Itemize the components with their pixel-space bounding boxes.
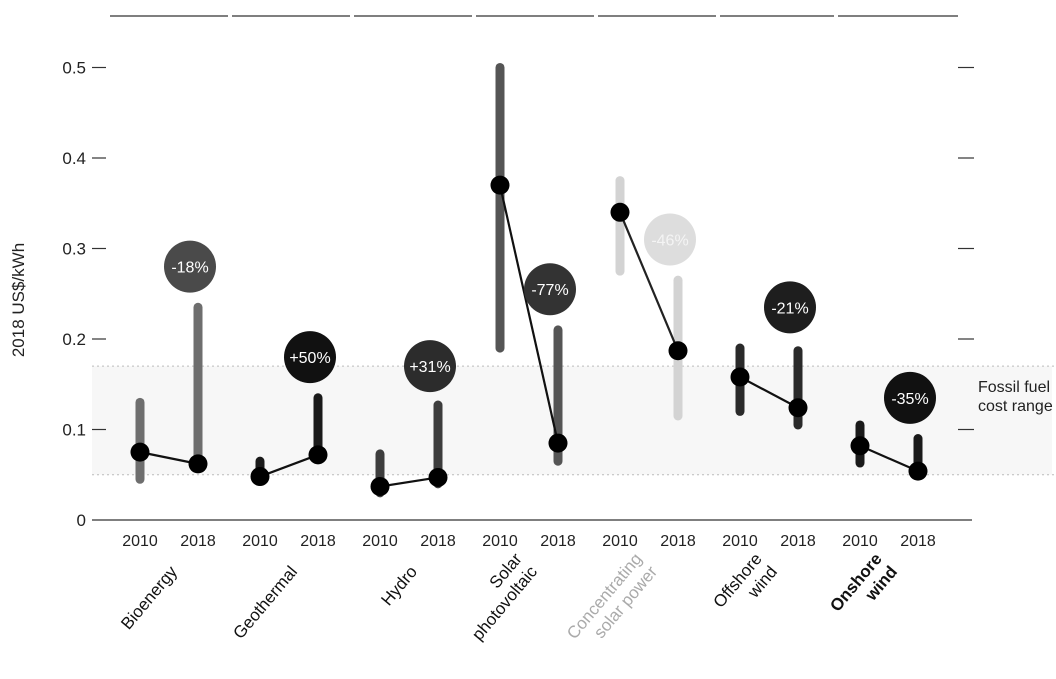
y-tick-label: 0 bbox=[77, 511, 86, 530]
year-label: 2018 bbox=[180, 533, 216, 550]
average-points bbox=[130, 175, 928, 497]
cost-range-bar bbox=[313, 393, 323, 457]
change-badge bbox=[524, 263, 576, 316]
change-badge-label: -77% bbox=[531, 282, 568, 299]
average-change-line bbox=[859, 444, 919, 473]
average-point bbox=[250, 467, 270, 487]
change-badge-label: -46% bbox=[651, 232, 688, 249]
fossil-fuel-label: Fossil fuel cost range bbox=[978, 379, 1053, 415]
change-badge-label: -21% bbox=[771, 300, 808, 317]
y-axis-label: 2018 US$/kWh bbox=[9, 243, 28, 357]
average-change-lines bbox=[139, 184, 919, 488]
year-label: 2010 bbox=[722, 533, 758, 550]
year-label: 2010 bbox=[362, 533, 398, 550]
fossil-label-line: cost range bbox=[978, 398, 1053, 415]
x-axis: 2010 2018 2010 2018 2010 2018 2010 2018 2010 2018… bbox=[92, 519, 972, 550]
y-tick-label: 0.4 bbox=[62, 149, 86, 168]
change-badge bbox=[764, 281, 816, 334]
change-badge-label: -18% bbox=[171, 260, 208, 277]
change-badge-label: -35% bbox=[891, 391, 928, 408]
category-label: Hydro bbox=[377, 562, 421, 609]
year-label: 2010 bbox=[122, 533, 158, 550]
year-label: 2018 bbox=[540, 533, 576, 550]
cost-range-bar bbox=[135, 397, 145, 484]
category-labels: Bioenergy Geothermal Hydro Solarphotovoltai… bbox=[117, 549, 901, 644]
change-badge bbox=[644, 213, 696, 266]
change-badge bbox=[164, 240, 216, 293]
average-change-line bbox=[618, 211, 680, 352]
year-label: 2010 bbox=[242, 533, 278, 550]
average-change-line bbox=[379, 476, 439, 488]
average-change-line bbox=[498, 184, 560, 444]
category-label-line: Hydro bbox=[377, 562, 421, 609]
category-label: Geothermal bbox=[229, 562, 301, 642]
change-badge-label: +50% bbox=[289, 350, 330, 367]
fossil-label-line: Fossil fuel bbox=[978, 379, 1050, 396]
cost-range-bar bbox=[433, 400, 443, 489]
change-badge bbox=[884, 371, 936, 424]
change-badge bbox=[404, 340, 456, 393]
average-point bbox=[490, 175, 510, 195]
year-label: 2010 bbox=[602, 533, 638, 550]
cost-range-bar bbox=[495, 62, 505, 353]
average-point bbox=[370, 477, 390, 497]
cost-range-bar bbox=[193, 302, 203, 471]
y-tick-label: 0.5 bbox=[62, 59, 86, 78]
average-point bbox=[730, 367, 750, 387]
average-point bbox=[428, 467, 448, 487]
year-label: 2018 bbox=[300, 533, 336, 550]
y-axis: 0 0.1 0.2 0.3 0.4 0.5 bbox=[62, 59, 106, 530]
year-label: 2010 bbox=[482, 533, 518, 550]
average-change-line bbox=[139, 451, 199, 465]
year-label: 2018 bbox=[660, 533, 696, 550]
average-point bbox=[308, 445, 328, 465]
average-point bbox=[668, 341, 688, 361]
category-label-line: Bioenergy bbox=[117, 562, 181, 633]
average-point bbox=[130, 442, 150, 462]
category-label: Bioenergy bbox=[117, 562, 181, 633]
year-label: 2018 bbox=[420, 533, 456, 550]
average-change-line bbox=[739, 376, 799, 409]
average-point bbox=[788, 398, 808, 418]
change-badges: -18% +50% +31% -77% -46% -21% -35% bbox=[164, 213, 936, 424]
category-label-line: Geothermal bbox=[229, 562, 301, 642]
average-change-line bbox=[259, 453, 319, 478]
year-label: 2018 bbox=[780, 533, 816, 550]
y-tick-label: 0.3 bbox=[62, 240, 86, 259]
average-point bbox=[908, 461, 928, 481]
average-point bbox=[188, 454, 208, 474]
average-point bbox=[548, 433, 568, 453]
change-badge bbox=[284, 331, 336, 384]
y-tick-label: 0.1 bbox=[62, 421, 86, 440]
average-point bbox=[850, 436, 870, 456]
average-point bbox=[610, 202, 630, 222]
cost-range-bar bbox=[615, 176, 625, 276]
year-label: 2010 bbox=[842, 533, 878, 550]
y-tick-label: 0.2 bbox=[62, 330, 86, 349]
year-label: 2018 bbox=[900, 533, 936, 550]
change-badge-label: +31% bbox=[409, 359, 450, 376]
right-tick-marks bbox=[958, 66, 974, 431]
